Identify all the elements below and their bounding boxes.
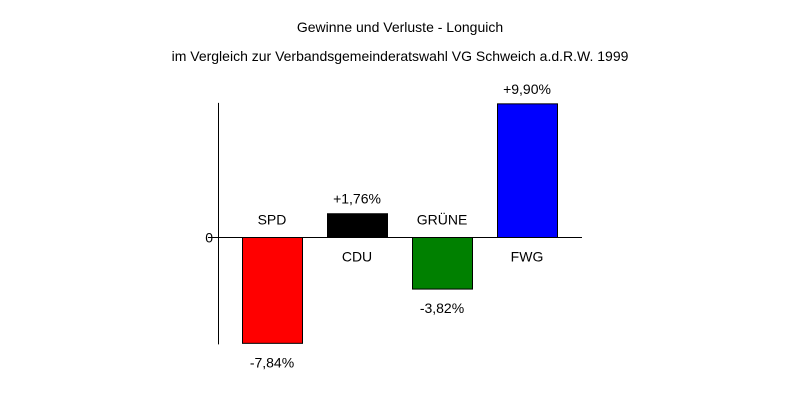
value-label: +9,90% (503, 81, 551, 97)
bar-grüne (412, 237, 473, 290)
value-label: +1,76% (333, 191, 381, 207)
y-tick-label: 0 (205, 230, 213, 246)
bar-fwg (497, 103, 558, 238)
category-label: CDU (342, 249, 372, 265)
value-label: -7,84% (250, 354, 294, 370)
bar-spd (242, 237, 303, 344)
chart-title: Gewinne und Verluste - Longuich (296, 19, 504, 35)
bar-cdu (327, 213, 388, 239)
chart-subtitle: im Vergleich zur Verbandsgemeinderatswah… (171, 48, 629, 64)
category-label: FWG (511, 249, 544, 265)
category-label: SPD (258, 212, 287, 228)
value-label: -3,82% (420, 300, 464, 316)
category-label: GRÜNE (417, 211, 468, 228)
